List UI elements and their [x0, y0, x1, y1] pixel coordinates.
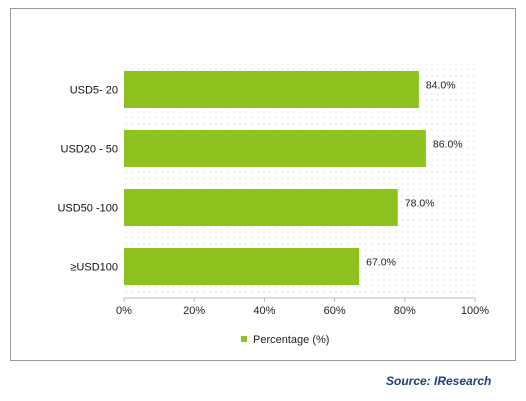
x-tick-label: 40%	[253, 305, 275, 317]
legend: Percentage (%)	[241, 334, 329, 346]
bar	[124, 248, 360, 285]
chart-frame: USD5- 20 84.0% USD20 - 50 86.0% USD50 -100 78…	[10, 8, 516, 361]
legend-label: Percentage (%)	[253, 334, 329, 346]
bar	[124, 130, 426, 167]
data-label: 84.0%	[426, 80, 456, 92]
category-label: USD5- 20	[70, 85, 118, 97]
source-note: Source: IResearch	[386, 374, 492, 388]
category-label: USD20 - 50	[61, 144, 118, 156]
data-label: 78.0%	[405, 198, 435, 210]
bars-layer: USD5- 20 84.0% USD20 - 50 86.0% USD50 -100 78…	[57, 71, 463, 285]
data-label: 86.0%	[433, 139, 463, 151]
x-tick-label: 60%	[324, 305, 346, 317]
legend-swatch	[241, 336, 247, 342]
x-tick-label: 80%	[394, 305, 416, 317]
bar-chart: USD5- 20 84.0% USD20 - 50 86.0% USD50 -100 78…	[57, 64, 489, 346]
bar	[124, 189, 398, 226]
category-label: ≥USD100	[70, 262, 118, 274]
data-label: 67.0%	[366, 257, 396, 269]
category-label: USD50 -100	[57, 203, 118, 215]
bar	[124, 71, 419, 108]
x-tick-label: 0%	[116, 305, 132, 317]
x-tick-label: 100%	[461, 305, 489, 317]
x-axis: 0% 20% 40% 60% 80% 100%	[116, 297, 489, 317]
x-tick-label: 20%	[183, 305, 205, 317]
